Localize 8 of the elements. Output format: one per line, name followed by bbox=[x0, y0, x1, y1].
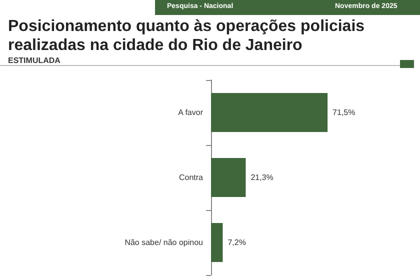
chart-title: Posicionamento quanto às operações policiais realizadas na cidade do Rio de Janeiro bbox=[8, 17, 366, 55]
y-tick-label: A favor bbox=[178, 108, 204, 117]
text: ESTIMULADA bbox=[8, 56, 60, 65]
data-label: 71,5% bbox=[332, 108, 356, 117]
y-tick-label: Não sabe/ não opinou bbox=[124, 238, 203, 247]
y-tick-label: Contra bbox=[178, 173, 204, 182]
data-label: 7,2% bbox=[228, 238, 246, 247]
data-label: 21,3% bbox=[250, 173, 274, 182]
